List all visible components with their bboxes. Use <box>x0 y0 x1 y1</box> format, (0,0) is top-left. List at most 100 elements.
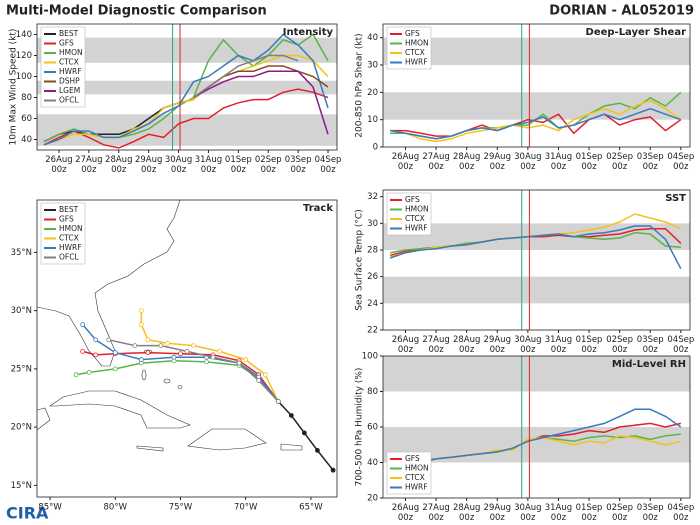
x-tick-label: 04Sep 00z <box>315 155 342 175</box>
legend-label: GFS <box>59 215 74 224</box>
y-tick-label: 28 <box>367 246 378 256</box>
x-tick-label: 31Aug 00z <box>195 155 222 175</box>
x-tick-label: 03Sep 00z <box>285 155 312 175</box>
track-line <box>108 339 279 403</box>
series-line <box>390 99 682 143</box>
series-line <box>390 113 682 137</box>
track-point <box>178 351 183 357</box>
x-tick-label: 01Sep 00z <box>576 503 603 523</box>
legend-label: CTCX <box>59 58 79 67</box>
x-tick-label: 80°W <box>104 503 128 513</box>
x-tick-label: 04Sep 00z <box>667 335 694 355</box>
x-tick-label: 27Aug 00z <box>422 503 449 523</box>
y-tick-label: 32 <box>367 192 378 202</box>
x-tick-label: 26Aug 00z <box>45 155 72 175</box>
y-tick-label: 22 <box>367 326 378 336</box>
x-tick-label: 01Sep 00z <box>576 335 603 355</box>
y-tick-label: 15°N <box>11 481 32 491</box>
track-point <box>158 343 164 348</box>
y-tick-label: 100 <box>16 72 32 82</box>
y-tick-label: 24 <box>367 299 378 309</box>
x-tick-label: 75°W <box>169 503 193 513</box>
legend-label: HWRF <box>405 224 428 233</box>
y-axis-label: 200-850 hPa Shear (kt) <box>355 33 365 137</box>
legend-label: CTCX <box>405 473 425 482</box>
x-tick-label: 31Aug 00z <box>545 152 572 172</box>
track-point <box>145 337 151 343</box>
y-tick-label: 0 <box>373 143 378 153</box>
track-point <box>138 322 144 328</box>
y-tick-label: 30°N <box>11 306 32 316</box>
y-tick-label: 26 <box>367 272 378 282</box>
x-tick-label: 30Aug 00z <box>165 155 192 175</box>
track-point <box>86 369 92 375</box>
y-axis-label: 10m Max Wind Speed (kt) <box>9 29 19 146</box>
legend-label: DSHP <box>59 77 80 86</box>
x-tick-label: 30Aug 00z <box>514 152 541 172</box>
track-line <box>82 350 279 402</box>
x-tick-label: 01Sep 00z <box>225 155 252 175</box>
track-point <box>288 413 294 418</box>
y-tick-label: 25°N <box>11 364 32 374</box>
track-point <box>315 448 320 453</box>
legend-label: OFCL <box>59 96 79 105</box>
x-tick-label: 31Aug 00z <box>545 335 572 355</box>
track-line <box>277 400 334 471</box>
track-point <box>165 340 170 346</box>
x-tick-label: 30Aug 00z <box>514 503 541 523</box>
x-tick-label: 31Aug 00z <box>545 503 572 523</box>
series-line <box>43 54 329 146</box>
legend-label: GFS <box>59 39 74 48</box>
map-land <box>36 199 303 452</box>
legend-label: HMON <box>405 464 429 473</box>
panel-title: Intensity <box>283 27 334 38</box>
shade-band <box>37 114 337 146</box>
legend-box <box>40 202 86 265</box>
x-tick-label: 27Aug 00z <box>75 155 102 175</box>
legend-label: GFS <box>405 29 420 38</box>
y-tick-label: 60 <box>21 114 32 124</box>
track-point <box>184 349 190 354</box>
x-tick-label: 29Aug 00z <box>135 155 162 175</box>
x-tick-label: 29Aug 00z <box>484 503 511 523</box>
legend-label: HWRF <box>405 58 428 67</box>
x-tick-label: 02Sep 00z <box>606 335 633 355</box>
x-tick-label: 04Sep 00z <box>667 503 694 523</box>
logo: CIRA <box>6 504 49 523</box>
track-point <box>138 357 144 362</box>
track-point <box>262 372 268 378</box>
track-point <box>204 359 209 365</box>
track-point <box>93 337 99 343</box>
track-point <box>210 354 216 360</box>
track-point <box>112 366 118 372</box>
track-point <box>106 337 112 343</box>
legend-label: HWRF <box>59 67 82 76</box>
x-tick-label: 02Sep 00z <box>255 155 282 175</box>
track-point <box>191 343 196 348</box>
track-point <box>236 360 242 366</box>
track-point <box>132 343 138 348</box>
series-line <box>390 107 682 140</box>
series-line <box>43 33 329 146</box>
legend-label: BEST <box>59 29 79 38</box>
legend-box <box>40 26 86 108</box>
x-tick-label: 27Aug 00z <box>422 152 449 172</box>
track-point <box>112 350 118 355</box>
y-tick-label: 20 <box>367 88 378 98</box>
panel-title: SST <box>665 193 686 204</box>
x-tick-label: 26Aug 00z <box>392 152 419 172</box>
x-tick-label: 85°W <box>38 503 62 513</box>
track-point <box>217 349 223 354</box>
series-line <box>389 225 682 270</box>
track-point <box>145 350 151 355</box>
page-title: Multi-Model Diagnostic Comparison <box>6 4 267 19</box>
shade-band <box>37 80 337 95</box>
x-tick-label: 03Sep 00z <box>637 152 664 172</box>
legend-label: HMON <box>59 224 83 233</box>
y-axis-label: 700-500 hPa Humidity (%) <box>355 368 365 487</box>
legend-label: CTCX <box>405 48 425 57</box>
y-tick-label: 80 <box>367 387 378 397</box>
y-tick-label: 40 <box>367 458 378 468</box>
shade-band <box>383 276 690 304</box>
track-point <box>80 322 86 328</box>
